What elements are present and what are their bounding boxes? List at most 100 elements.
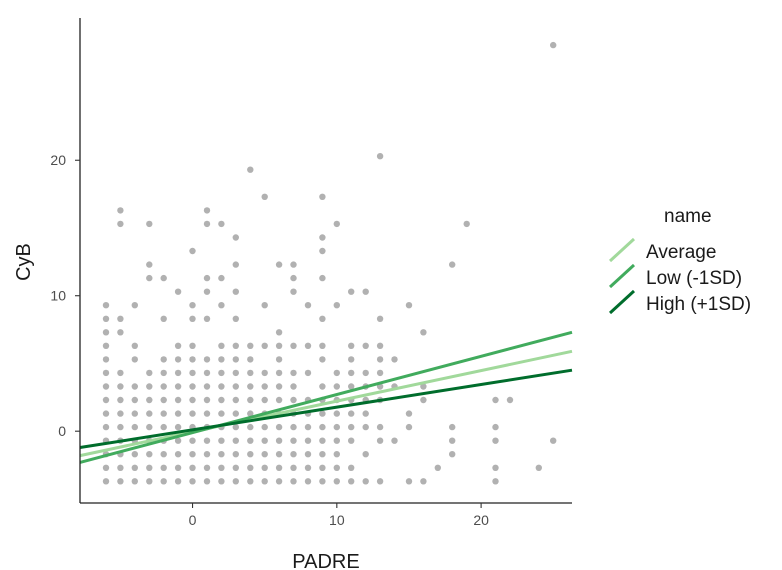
scatter-point	[348, 356, 355, 363]
scatter-point	[362, 451, 369, 458]
fit-line-low-1sd	[79, 330, 573, 464]
scatter-point	[492, 396, 499, 404]
scatter-point	[319, 451, 326, 458]
scatter-point	[290, 369, 297, 377]
scatter-point	[160, 356, 167, 363]
scatter-point	[174, 451, 182, 458]
scatter-point	[304, 478, 312, 485]
scatter-point	[102, 329, 110, 336]
legend-label-average: Average	[646, 242, 716, 263]
scatter-point	[203, 315, 211, 322]
scatter-point	[550, 41, 557, 49]
scatter-point	[131, 423, 138, 431]
scatter-point	[102, 302, 110, 309]
scatter-point	[304, 302, 312, 309]
scatter-point	[131, 478, 138, 485]
scatter-point	[319, 410, 326, 417]
scatter-point	[232, 478, 239, 485]
scatter-point	[247, 356, 254, 363]
scatter-point	[290, 274, 297, 282]
scatter-point	[290, 383, 297, 390]
scatter-point	[304, 423, 312, 431]
points-layer	[102, 41, 557, 485]
scatter-point	[203, 478, 211, 485]
scatter-point	[117, 329, 124, 336]
scatter-point	[203, 274, 211, 282]
scatter-point	[203, 369, 211, 377]
scatter-point	[102, 464, 110, 471]
scatter-point	[117, 464, 124, 471]
scatter-point	[492, 423, 499, 431]
scatter-point	[376, 423, 384, 431]
scatter-point	[174, 383, 182, 390]
fit-lines-layer	[79, 330, 573, 464]
scatter-point	[275, 464, 283, 471]
scatter-point	[131, 356, 138, 363]
scatter-point	[290, 478, 297, 485]
scatter-point	[319, 423, 326, 431]
scatter-point	[275, 451, 283, 458]
scatter-point	[117, 207, 124, 214]
scatter-point	[333, 410, 340, 417]
scatter-point	[117, 410, 124, 417]
scatter-point	[290, 288, 297, 295]
scatter-point	[261, 451, 268, 458]
scatter-point	[391, 356, 398, 363]
scatter-point	[376, 153, 384, 160]
scatter-point	[174, 437, 182, 444]
scatter-point	[189, 437, 196, 444]
scatter-point	[232, 369, 239, 377]
scatter-point	[174, 288, 182, 295]
scatter-point	[146, 220, 153, 228]
scatter-point	[146, 410, 153, 417]
scatter-point	[348, 410, 355, 417]
legend-key-high-1sd	[608, 289, 636, 315]
scatter-point	[405, 410, 413, 417]
scatter-point	[304, 369, 312, 377]
scatter-point	[174, 342, 182, 349]
scatter-point	[333, 423, 340, 431]
scatter-point	[189, 356, 196, 363]
scatter-point	[102, 396, 110, 404]
scatter-point	[348, 478, 355, 485]
scatter-point	[160, 478, 167, 485]
scatter-point	[376, 315, 384, 322]
scatter-point	[535, 464, 542, 471]
scatter-point	[376, 356, 384, 363]
scatter-point	[319, 356, 326, 363]
scatter-point	[218, 451, 225, 458]
scatter-point	[146, 478, 153, 485]
scatter-point	[117, 220, 124, 228]
scatter-point	[348, 464, 355, 471]
fit-line-average	[79, 349, 573, 458]
scatter-point	[376, 342, 384, 349]
fit-line-high-1sd	[79, 368, 573, 449]
scatter-point	[146, 369, 153, 377]
scatter-point	[247, 396, 254, 404]
scatter-point	[247, 383, 254, 390]
scatter-point	[102, 356, 110, 363]
scatter-point	[261, 369, 268, 377]
scatter-point	[463, 220, 470, 228]
scatter-point	[261, 342, 268, 349]
scatter-point	[319, 274, 326, 282]
scatter-point	[174, 369, 182, 377]
scatter-point	[319, 315, 326, 322]
scatter-point	[261, 302, 268, 309]
scatter-point	[304, 437, 312, 444]
scatter-point	[290, 396, 297, 404]
scatter-point	[405, 478, 413, 485]
scatter-point	[348, 342, 355, 349]
scatter-point	[218, 342, 225, 349]
scatter-point	[362, 423, 369, 431]
scatter-point	[203, 207, 211, 214]
scatter-point	[376, 369, 384, 377]
scatter-point	[218, 356, 225, 363]
scatter-point	[247, 437, 254, 444]
scatter-point	[131, 410, 138, 417]
scatter-point	[362, 410, 369, 417]
scatter-point	[362, 478, 369, 485]
scatter-point	[290, 437, 297, 444]
scatter-point	[232, 261, 239, 268]
